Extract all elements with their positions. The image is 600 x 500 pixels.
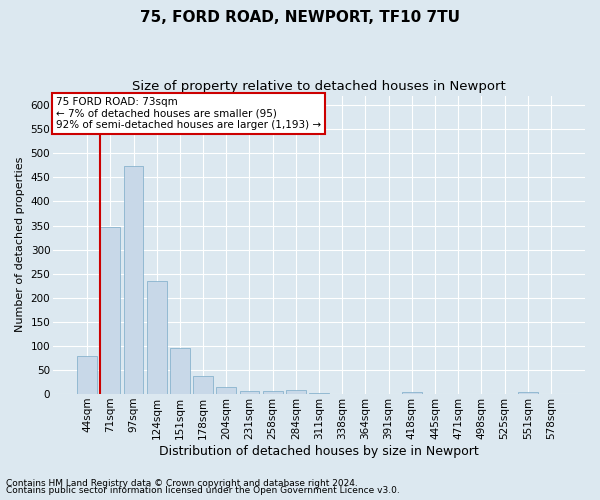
Bar [286,390,306,394]
Text: Contains HM Land Registry data © Crown copyright and database right 2024.: Contains HM Land Registry data © Crown c… [6,478,358,488]
X-axis label: Distribution of detached houses by size in Newport: Distribution of detached houses by size … [159,444,479,458]
Y-axis label: Number of detached properties: Number of detached properties [15,157,25,332]
Text: 75, FORD ROAD, NEWPORT, TF10 7TU: 75, FORD ROAD, NEWPORT, TF10 7TU [140,10,460,25]
Title: Size of property relative to detached houses in Newport: Size of property relative to detached ho… [132,80,506,93]
Text: 75 FORD ROAD: 73sqm
← 7% of detached houses are smaller (95)
92% of semi-detache: 75 FORD ROAD: 73sqm ← 7% of detached hou… [56,97,321,130]
Text: Contains public sector information licensed under the Open Government Licence v3: Contains public sector information licen… [6,486,400,495]
Bar [193,376,213,394]
Bar [309,393,329,394]
Bar [239,390,259,394]
Bar [402,392,422,394]
Bar [77,356,97,394]
Bar [124,166,143,394]
Bar [518,392,538,394]
Bar [147,281,167,394]
Bar [217,387,236,394]
Bar [263,390,283,394]
Bar [170,348,190,394]
Bar [100,226,120,394]
